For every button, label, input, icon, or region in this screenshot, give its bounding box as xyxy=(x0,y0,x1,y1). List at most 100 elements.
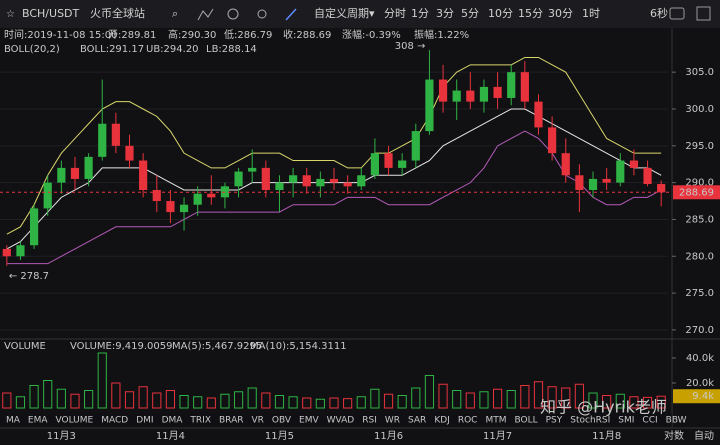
indicator-option[interactable]: BBW xyxy=(666,416,687,426)
volume-bar xyxy=(288,396,298,409)
indicator-option[interactable]: WVAD xyxy=(327,416,355,426)
toolbar xyxy=(0,0,720,28)
indicator-name: BOLL(20,2) xyxy=(4,44,60,55)
screenshot-icon[interactable] xyxy=(669,7,685,20)
indicator-option[interactable]: StochRSI xyxy=(570,416,610,426)
candle-body xyxy=(534,101,543,128)
scale-option[interactable]: 对数 xyxy=(664,429,684,442)
info-item: 时间:2019-11-08 15:00 xyxy=(4,28,117,41)
volume-bar xyxy=(561,387,571,409)
dropdown-icon[interactable]: ▾ xyxy=(369,7,375,20)
candle-body xyxy=(289,175,298,183)
y-tick-label: 300.0 xyxy=(685,104,714,115)
volume-bar xyxy=(70,393,80,409)
period-option[interactable]: 15分 xyxy=(518,7,543,20)
y-tick-label: 20.0k xyxy=(686,378,714,389)
period-option[interactable]: 5分 xyxy=(461,7,479,20)
x-tick-label: 11月8 xyxy=(592,430,621,442)
custom-period[interactable]: 自定义周期 xyxy=(314,6,369,20)
candle-body xyxy=(643,167,652,185)
candle-body xyxy=(438,79,448,102)
volume-bar xyxy=(574,383,584,409)
candle-body xyxy=(29,208,39,246)
volume-bar xyxy=(274,395,285,409)
indicator-option[interactable]: SAR xyxy=(408,416,426,426)
candle-body xyxy=(2,248,11,257)
candle-body xyxy=(602,178,611,183)
volume-bar xyxy=(356,396,366,409)
exchange: 火币全球站 xyxy=(90,6,145,20)
symbol[interactable]: BCH/USDT xyxy=(22,7,80,20)
y-tick-label: 40.0k xyxy=(686,353,714,364)
volume-item: MA(10):5,154.3111 xyxy=(250,341,347,352)
volume-bar xyxy=(233,391,244,409)
indicator-option[interactable]: DMA xyxy=(162,416,184,426)
indicator-option[interactable]: OBV xyxy=(272,416,292,426)
period-option[interactable]: 10分 xyxy=(488,7,513,20)
info-item: 收:288.69 xyxy=(283,28,331,41)
draw-icon[interactable] xyxy=(285,8,297,21)
candle-body xyxy=(179,204,189,213)
volume-tag-bg xyxy=(673,389,720,404)
candle-body xyxy=(629,160,639,168)
volume-bar xyxy=(111,382,121,409)
indicator-option[interactable]: BOLL xyxy=(514,416,537,426)
candle-body xyxy=(329,178,339,183)
fullscreen-icon[interactable] xyxy=(696,6,711,21)
period-option[interactable]: 3分 xyxy=(436,7,454,20)
settings-icon[interactable] xyxy=(227,8,239,20)
period-option[interactable]: 分时 xyxy=(384,7,406,20)
candle-body xyxy=(84,156,93,179)
search-icon[interactable]: ⌕ xyxy=(172,7,178,20)
candle-body xyxy=(575,175,584,190)
volume-bar xyxy=(124,391,135,409)
candle-body xyxy=(43,182,52,209)
indicator-option[interactable]: PSY xyxy=(546,416,563,426)
indicator-option[interactable]: SMI xyxy=(618,416,634,426)
candle-body xyxy=(479,86,489,102)
indicator-option[interactable]: EMV xyxy=(299,416,319,426)
x-tick-label: 11月4 xyxy=(156,430,185,442)
indicator-option[interactable]: BRAR xyxy=(219,416,243,426)
indicator-option[interactable]: DMI xyxy=(136,416,153,426)
candle-body xyxy=(370,153,379,176)
candle-body xyxy=(425,79,434,132)
indicator-option[interactable]: CCI xyxy=(642,416,657,426)
x-tick-label: 11月7 xyxy=(483,430,512,442)
volume-bar xyxy=(343,398,353,409)
volume-bar xyxy=(615,393,625,409)
volume-bar xyxy=(206,397,216,409)
volume-item: MA(5):5,467.9295 xyxy=(172,341,262,352)
indicator-option[interactable]: RSI xyxy=(362,416,377,426)
indicator-option[interactable]: KDJ xyxy=(434,416,450,426)
indicator-option[interactable]: TRIX xyxy=(189,416,211,426)
indicator-option[interactable]: EMA xyxy=(28,416,48,426)
extreme-label: ← 278.7 xyxy=(9,271,49,282)
candle-body xyxy=(98,123,107,157)
indicator-option[interactable]: MA xyxy=(6,416,21,426)
indicator-option[interactable]: WR xyxy=(385,416,400,426)
star-icon[interactable]: ☆ xyxy=(6,9,15,20)
y-tick-label: 270.0 xyxy=(685,325,714,336)
indicator-option[interactable]: VOLUME xyxy=(56,416,94,426)
volume-bar xyxy=(588,392,598,409)
indicator-icon[interactable] xyxy=(197,8,214,21)
volume-bar xyxy=(261,392,271,409)
indicator-option[interactable]: ROC xyxy=(458,416,478,426)
info-item: 开:289.81 xyxy=(108,30,156,41)
candle-body xyxy=(493,86,502,98)
candle-body xyxy=(125,145,134,161)
volume-bar xyxy=(493,388,503,409)
indicator-option[interactable]: MACD xyxy=(101,416,128,426)
period-option[interactable]: 1分 xyxy=(411,7,429,20)
indicator-option[interactable]: MTM xyxy=(485,416,506,426)
volume-bar xyxy=(629,396,639,409)
theme-icon[interactable] xyxy=(257,9,267,19)
volume-bar xyxy=(84,390,94,409)
volume-bar xyxy=(520,385,530,409)
indicator-option[interactable]: VR xyxy=(251,416,263,426)
period-option[interactable]: 1时 xyxy=(582,7,600,20)
period-option[interactable]: 30分 xyxy=(548,7,573,20)
scale-option[interactable]: 自动 xyxy=(694,429,714,442)
info-item: 涨幅:-0.39% xyxy=(342,28,401,41)
